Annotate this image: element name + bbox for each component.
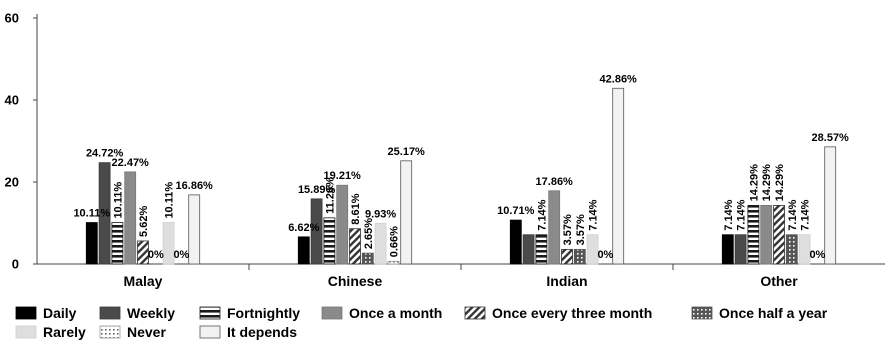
data-label-other-it-depends: 28.57%: [812, 132, 850, 144]
data-label-indian-never: 0%: [597, 249, 613, 261]
legend-label-once-half-a-year: Once half a year: [719, 305, 828, 321]
bar-indian-once-every-three-month: [561, 248, 573, 265]
legend-swatch-weekly: [99, 306, 121, 320]
category-label-chinese: Chinese: [328, 273, 383, 289]
bar-other-once-half-a-year: [785, 234, 798, 265]
bar-indian-weekly: [522, 234, 535, 265]
data-label-other-fortnightly: 14.29%: [748, 164, 760, 202]
data-label-indian-fortnightly: 7.14%: [536, 199, 548, 230]
data-label-chinese-it-depends: 25.17%: [388, 146, 426, 158]
legend-label-it-depends: It depends: [227, 324, 297, 340]
data-label-chinese-daily: 6.62%: [288, 222, 319, 234]
axes: 0 20 40 60 Malay Chinese Indian Other: [5, 11, 885, 289]
data-label-indian-once-every-three-month: 3.57%: [562, 214, 574, 245]
data-label-indian-it-depends: 42.86%: [600, 73, 638, 85]
bar-malay-weekly: [98, 162, 111, 265]
data-label-malay-once-half-a-year: 0%: [148, 249, 164, 261]
data-label-malay-rarely: 10.11%: [164, 182, 176, 219]
data-label-indian-rarely: 7.14%: [588, 199, 600, 230]
y-tick-label: 20: [5, 175, 19, 190]
bar-malay-it-depends: [188, 194, 201, 265]
legend-swatch-never: [99, 325, 121, 339]
bar-malay-once-a-month: [124, 171, 137, 265]
bar-chinese-daily: [297, 236, 310, 265]
legend-swatch-once-half-a-year: [691, 306, 713, 320]
legend-label-daily: Daily: [43, 305, 77, 321]
data-label-malay-daily: 10.11%: [73, 208, 110, 220]
data-label-malay-once-a-month: 22.47%: [112, 157, 150, 169]
y-tick-label: 60: [5, 11, 19, 26]
data-label-other-daily: 7.14%: [723, 199, 735, 230]
y-tick-label: 40: [5, 93, 19, 108]
data-label-malay-never: 0%: [173, 249, 189, 261]
bar-chinese-never: [387, 260, 400, 265]
bar-malay-once-every-three-month: [137, 240, 149, 265]
data-label-chinese-fortnightly: 11.26%: [324, 177, 336, 214]
bar-other-rarely: [798, 234, 811, 265]
legend-swatch-fortnightly: [199, 306, 221, 320]
bar-indian-daily: [509, 219, 522, 265]
data-label-indian-once-half-a-year: 3.57%: [575, 214, 587, 245]
data-labels: 10.11% 24.72% 10.11% 22.47% 5.62% 0% 10.11% 0% 1…: [73, 73, 849, 261]
data-label-malay-fortnightly: 10.11%: [112, 182, 124, 219]
bar-malay-rarely: [162, 222, 175, 265]
legend-swatch-once-every-three-month: [464, 306, 486, 320]
y-tick-label: 0: [12, 257, 19, 272]
bar-chinese-it-depends: [400, 160, 413, 265]
bar-chinese-once-half-a-year: [361, 252, 374, 265]
bar-other-once-every-three-month: [773, 205, 785, 265]
data-label-chinese-rarely: 9.93%: [365, 208, 396, 220]
bar-chinese-weekly: [310, 198, 323, 265]
data-label-malay-once-every-three-month: 5.62%: [138, 206, 150, 237]
bar-chinese-once-every-three-month: [349, 228, 361, 265]
legend-label-once-a-month: Once a month: [349, 305, 442, 321]
category-label-other: Other: [760, 273, 798, 289]
bar-other-weekly: [734, 234, 747, 265]
legend-swatch-once-a-month: [321, 306, 343, 320]
data-label-chinese-once-every-three-month: 8.61%: [350, 193, 362, 224]
legend-label-once-every-three-month: Once every three month: [492, 305, 652, 321]
legend-label-never: Never: [127, 324, 166, 340]
data-label-indian-daily: 10.71%: [497, 205, 535, 217]
data-label-indian-once-a-month: 17.86%: [536, 176, 574, 188]
data-label-chinese-once-half-a-year: 2.65%: [363, 218, 375, 249]
legend-label-weekly: Weekly: [127, 305, 175, 321]
bar-other-daily: [721, 234, 734, 265]
bar-other-fortnightly: [747, 205, 760, 265]
data-label-other-weekly: 7.14%: [736, 199, 748, 230]
data-label-other-never: 0%: [809, 249, 825, 261]
bar-indian-rarely: [586, 234, 599, 265]
data-label-other-rarely: 7.14%: [800, 199, 812, 230]
bars: [85, 87, 837, 265]
bar-chinese-rarely: [374, 222, 387, 265]
legend-label-fortnightly: Fortnightly: [227, 305, 300, 321]
data-label-other-once-every-three-month: 14.29%: [774, 164, 786, 202]
bar-other-it-depends: [824, 146, 837, 265]
bar-indian-once-a-month: [548, 190, 561, 265]
data-label-other-once-a-month: 14.29%: [761, 164, 773, 202]
data-label-malay-weekly: 24.72%: [86, 148, 124, 160]
bar-chinese-fortnightly: [323, 217, 336, 265]
bar-malay-fortnightly: [111, 222, 124, 265]
legend-swatch-rarely: [15, 325, 37, 339]
category-label-malay: Malay: [124, 273, 163, 289]
legend-swatch-it-depends: [199, 325, 221, 339]
bar-malay-daily: [85, 222, 98, 265]
data-label-chinese-once-a-month: 19.21%: [324, 170, 362, 182]
bar-other-once-a-month: [760, 205, 773, 265]
data-label-other-once-half-a-year: 7.14%: [787, 199, 799, 230]
legend: Daily Weekly Fortnightly Once a month Once e…: [15, 305, 828, 340]
legend-swatch-daily: [15, 306, 37, 320]
data-label-chinese-never: 0.66%: [388, 226, 400, 257]
bar-chinese-once-a-month: [336, 184, 349, 265]
bar-indian-fortnightly: [535, 234, 548, 265]
legend-label-rarely: Rarely: [43, 324, 86, 340]
bar-indian-it-depends: [612, 87, 625, 265]
data-label-chinese-weekly: 15.89%: [298, 184, 336, 196]
data-label-malay-it-depends: 16.86%: [176, 180, 214, 192]
category-label-indian: Indian: [546, 273, 587, 289]
bar-indian-once-half-a-year: [573, 248, 586, 265]
